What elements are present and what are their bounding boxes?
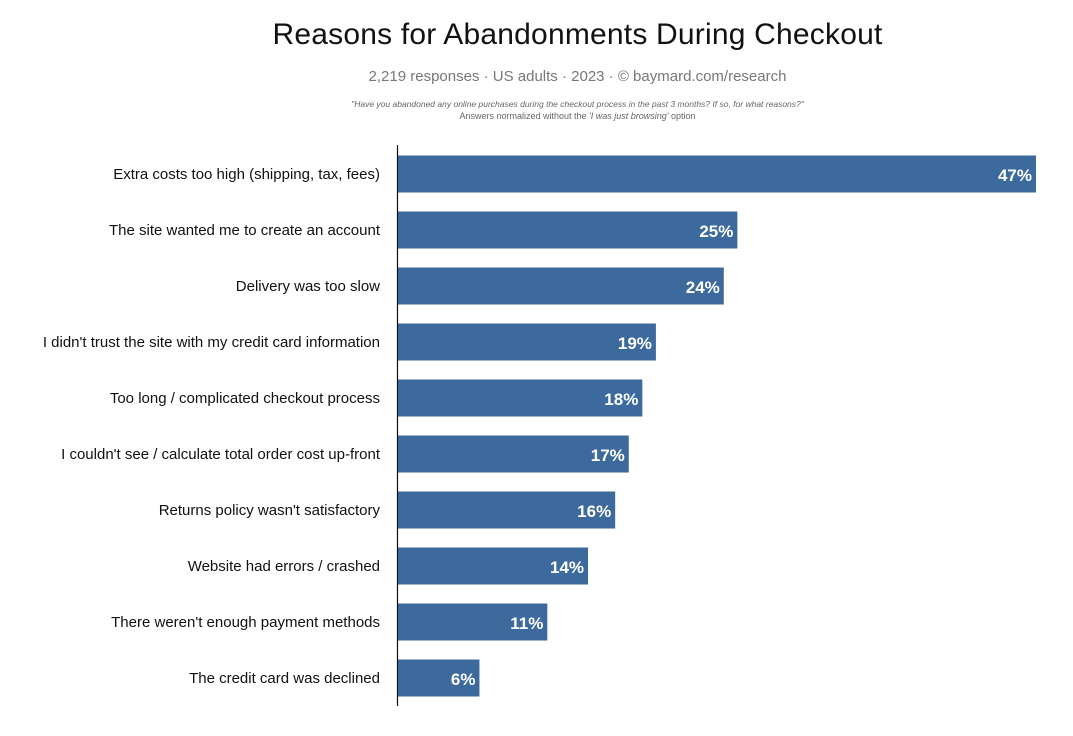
- bar-row: Website had errors / crashed 14%: [188, 547, 589, 585]
- category-label: There weren't enough payment methods: [111, 614, 380, 631]
- bar: [398, 323, 656, 361]
- chart-title: Reasons for Abandonments During Checkout: [272, 18, 883, 51]
- category-label: The credit card was declined: [189, 670, 380, 687]
- value-label: 11%: [510, 614, 543, 633]
- bar-row: The credit card was declined 6%: [189, 659, 480, 697]
- bar-row: I couldn't see / calculate total order c…: [61, 435, 629, 473]
- bar-row: There weren't enough payment methods 11%: [111, 603, 548, 641]
- value-label: 14%: [550, 558, 584, 577]
- chart-subtitle: 2,219 responses · US adults · 2023 · © b…: [368, 68, 787, 85]
- value-label: 16%: [577, 502, 611, 521]
- category-label: The site wanted me to create an account: [109, 222, 381, 239]
- value-label: 19%: [618, 334, 652, 353]
- survey-question: "Have you abandoned any online purchases…: [351, 99, 804, 109]
- category-label: Too long / complicated checkout process: [110, 390, 380, 407]
- bars-layer: Extra costs too high (shipping, tax, fee…: [43, 155, 1036, 697]
- bar: [398, 547, 589, 585]
- bar-row: Delivery was too slow 24%: [236, 267, 724, 305]
- bar-row: I didn't trust the site with my credit c…: [43, 323, 656, 361]
- bar: [398, 155, 1036, 193]
- bar: [398, 491, 616, 529]
- note-emphasis: 'I was just browsing': [589, 111, 669, 121]
- note-suffix: option: [668, 111, 696, 121]
- bar-row: Too long / complicated checkout process 1…: [110, 379, 643, 417]
- category-label: Website had errors / crashed: [188, 558, 380, 575]
- bar-row: The site wanted me to create an account 2…: [109, 211, 738, 249]
- category-label: Returns policy wasn't satisfactory: [159, 502, 381, 519]
- category-label: Extra costs too high (shipping, tax, fee…: [113, 166, 380, 183]
- category-label: I didn't trust the site with my credit c…: [43, 334, 380, 351]
- bar-row: Extra costs too high (shipping, tax, fee…: [113, 155, 1036, 193]
- bar: [398, 379, 643, 417]
- category-label: I couldn't see / calculate total order c…: [61, 446, 381, 463]
- bar-row: Returns policy wasn't satisfactory 16%: [159, 491, 616, 529]
- value-label: 47%: [998, 166, 1032, 185]
- bar: [398, 435, 629, 473]
- value-label: 24%: [686, 278, 720, 297]
- bar: [398, 603, 548, 641]
- value-label: 6%: [451, 670, 476, 689]
- note-prefix: Answers normalized without the: [459, 111, 590, 121]
- bar: [398, 659, 480, 697]
- normalization-note: Answers normalized without the 'I was ju…: [0, 111, 1073, 121]
- category-label: Delivery was too slow: [236, 278, 380, 295]
- value-label: 25%: [699, 222, 733, 241]
- value-label: 18%: [604, 390, 638, 409]
- bar: [398, 211, 738, 249]
- bar: [398, 267, 724, 305]
- value-label: 17%: [591, 446, 625, 465]
